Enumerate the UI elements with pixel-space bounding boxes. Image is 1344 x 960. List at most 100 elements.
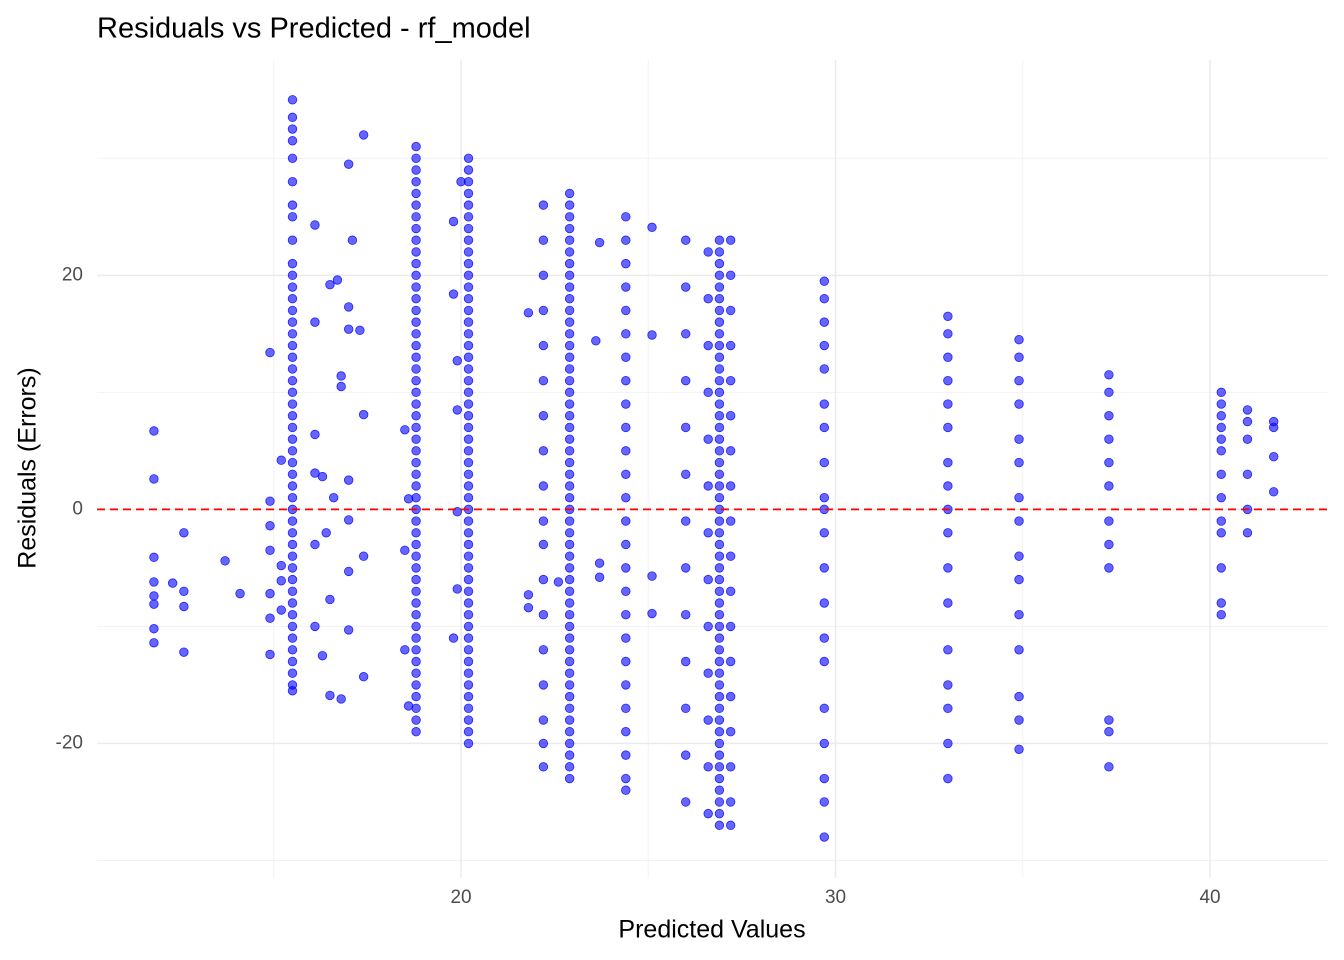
point	[463, 223, 474, 234]
point	[411, 422, 421, 433]
point	[411, 539, 421, 550]
point	[714, 387, 725, 398]
point	[714, 656, 725, 667]
point	[621, 329, 631, 339]
point	[714, 352, 725, 362]
point	[1014, 492, 1024, 503]
point	[463, 598, 474, 608]
point	[463, 258, 474, 269]
point	[564, 294, 575, 304]
point	[564, 691, 575, 702]
point	[714, 797, 725, 807]
point	[819, 832, 829, 842]
point	[819, 276, 829, 286]
point	[463, 399, 474, 409]
point	[411, 340, 421, 351]
y-tick-label: -20	[56, 732, 83, 753]
point	[463, 200, 474, 210]
point	[681, 797, 691, 807]
point	[463, 305, 474, 316]
point	[714, 294, 725, 304]
point	[452, 356, 462, 366]
point	[411, 352, 421, 362]
point	[681, 422, 691, 433]
point	[647, 608, 657, 619]
point	[564, 457, 575, 468]
point	[714, 258, 725, 269]
point	[287, 317, 298, 327]
point	[287, 609, 298, 620]
point	[703, 247, 713, 257]
point	[452, 405, 462, 415]
y-axis-label: Residuals (Errors)	[14, 367, 42, 568]
point	[703, 574, 713, 585]
point	[1242, 416, 1253, 427]
point	[310, 317, 320, 327]
point	[149, 552, 159, 563]
point	[681, 563, 691, 573]
point	[287, 422, 298, 433]
point	[347, 235, 358, 245]
point	[564, 317, 575, 327]
point	[287, 112, 298, 123]
point	[943, 457, 953, 468]
point	[463, 586, 474, 596]
point	[411, 399, 421, 409]
point	[463, 387, 474, 398]
point	[564, 352, 575, 362]
point	[287, 375, 298, 386]
point	[714, 574, 725, 585]
point	[621, 446, 631, 456]
point	[681, 703, 691, 714]
point	[463, 446, 474, 456]
point	[943, 598, 953, 608]
point	[564, 200, 575, 210]
point	[714, 247, 725, 257]
point	[336, 694, 346, 704]
point	[564, 270, 575, 281]
point	[714, 528, 725, 538]
point	[819, 738, 829, 749]
point	[179, 528, 189, 538]
point	[265, 521, 275, 531]
point	[714, 633, 725, 643]
point	[463, 411, 474, 421]
point	[819, 773, 829, 784]
point	[287, 411, 298, 421]
point	[463, 282, 474, 292]
point	[411, 609, 421, 620]
point	[714, 340, 725, 351]
point	[411, 656, 421, 667]
point	[336, 381, 346, 392]
point	[411, 645, 421, 655]
point	[411, 305, 421, 316]
point	[681, 609, 691, 620]
point	[621, 235, 631, 245]
point	[149, 624, 159, 634]
point	[411, 516, 421, 526]
point	[714, 750, 725, 760]
point	[179, 586, 189, 596]
point	[411, 691, 421, 702]
point	[1216, 598, 1226, 608]
point	[1216, 609, 1226, 620]
point	[400, 645, 410, 655]
point	[538, 738, 549, 749]
point	[591, 336, 601, 346]
point	[725, 656, 736, 667]
point	[943, 375, 953, 386]
point	[265, 496, 275, 506]
point	[411, 258, 421, 269]
point	[621, 785, 631, 795]
point	[456, 177, 466, 187]
point	[287, 329, 298, 339]
point	[564, 258, 575, 269]
point	[149, 599, 159, 609]
point	[287, 200, 298, 210]
point	[411, 574, 421, 585]
point	[167, 578, 178, 588]
point	[463, 153, 474, 164]
point	[411, 212, 421, 222]
point	[714, 668, 725, 678]
point	[714, 539, 725, 550]
